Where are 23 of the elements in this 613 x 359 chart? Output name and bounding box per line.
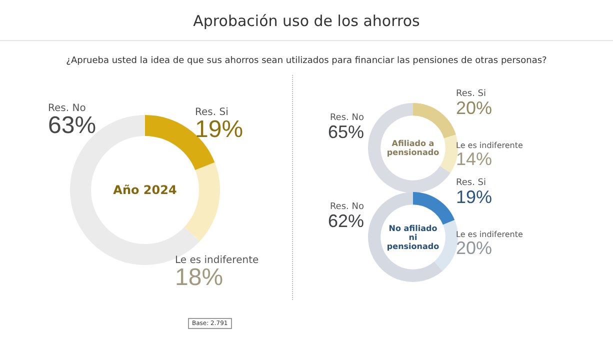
slice-label: Res. Si bbox=[456, 89, 488, 99]
slice-label: Res. Si bbox=[195, 107, 230, 118]
data-label: 20% bbox=[456, 98, 492, 118]
data-label: 18% bbox=[175, 264, 224, 291]
text: ¿Aprueba usted la idea de que sus ahorros sean utilizados para financiar las pensiones de otras personas? bbox=[65, 56, 548, 66]
data-label: 63% bbox=[48, 112, 96, 139]
data-label: 14% bbox=[456, 149, 494, 169]
slice-label: Le es indiferente bbox=[456, 230, 523, 239]
slice-label: Res. No bbox=[328, 202, 364, 212]
slice-label: Le es indiferente bbox=[175, 255, 259, 266]
slice-label: Res. No bbox=[48, 103, 87, 114]
text: Afiliado a pensionado bbox=[386, 139, 440, 157]
text: No afiliado ni pensionado bbox=[386, 224, 440, 250]
slice-label: Res. No bbox=[328, 113, 364, 123]
data-label: 19% bbox=[456, 187, 492, 207]
data-label: 65% bbox=[328, 122, 364, 142]
slice-label: Le es indiferente bbox=[456, 141, 523, 150]
text: Aprobación uso de los ahorros bbox=[192, 12, 421, 30]
text: Año 2024 bbox=[113, 183, 177, 197]
data-label: 19% bbox=[195, 116, 244, 143]
data-label: 62% bbox=[328, 211, 364, 231]
slice-label: Res. Si bbox=[456, 178, 488, 188]
data-label: 20% bbox=[456, 238, 494, 258]
